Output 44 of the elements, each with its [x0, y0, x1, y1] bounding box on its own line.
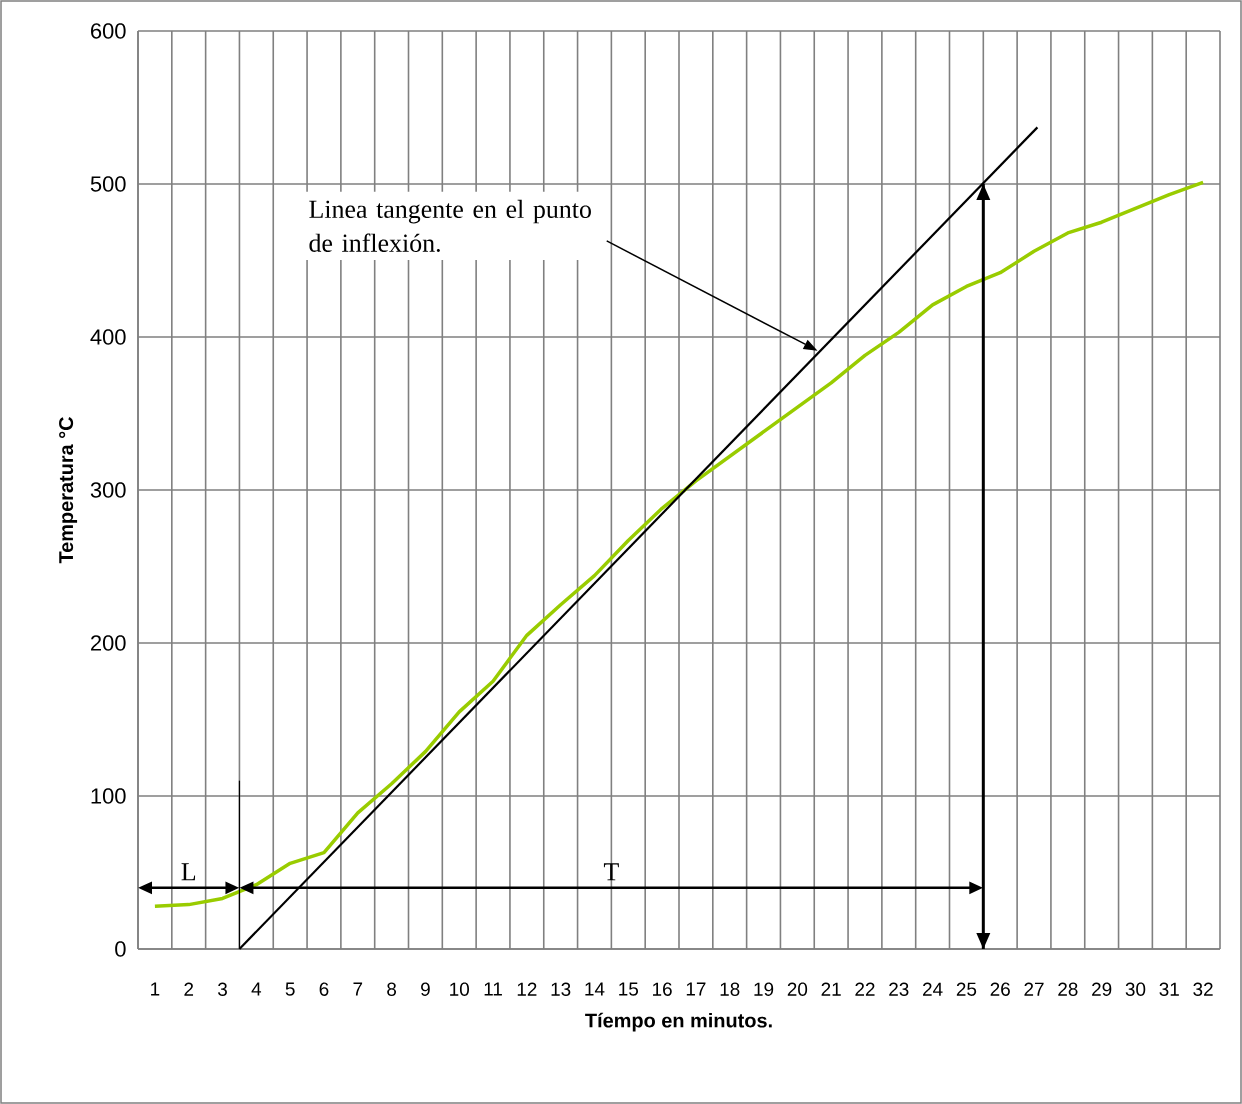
- x-tick-label: 25: [956, 982, 977, 996]
- x-tick-label: 9: [421, 982, 430, 996]
- x-tick-label: 22: [855, 982, 875, 996]
- x-tick-label: 11: [484, 982, 502, 996]
- y-tick-label: 600: [91, 23, 126, 39]
- x-tick-label: 19: [754, 982, 774, 996]
- y-tick-label: 300: [90, 482, 126, 498]
- x-tick-label: 8: [387, 982, 397, 996]
- x-tick-label: 14: [585, 982, 605, 996]
- x-tick-label: 10: [450, 982, 469, 996]
- x-tick-label: 7: [353, 982, 363, 996]
- x-tick-label: 3: [217, 982, 227, 996]
- x-tick-label: 1: [151, 982, 160, 996]
- x-tick-label: 18: [720, 982, 740, 996]
- annotation: Linea tangente en el punto de inflexión.: [309, 199, 591, 253]
- annotation: L: [181, 863, 196, 881]
- x-tick-label: 12: [517, 982, 537, 996]
- x-tick-label: 23: [889, 982, 909, 996]
- x-tick-label: 29: [1092, 982, 1112, 996]
- x-tick-label: 20: [787, 982, 808, 996]
- y-tick-label: 100: [91, 788, 126, 804]
- x-tick-label: 13: [551, 982, 571, 996]
- x-tick-label: 27: [1024, 982, 1044, 996]
- x-tick-label: 15: [619, 982, 639, 996]
- x-tick-label: 24: [923, 982, 943, 996]
- x-tick-label: 26: [990, 982, 1010, 996]
- x-tick-label: 31: [1159, 982, 1179, 996]
- y-tick-label: 400: [90, 329, 126, 345]
- y-tick-label: 0: [115, 941, 126, 957]
- y-tick-label: 500: [90, 176, 126, 192]
- x-tick-label: 16: [653, 982, 672, 996]
- x-tick-label: 2: [184, 982, 194, 996]
- x-tick-label: 5: [285, 982, 295, 996]
- annotation: T: [603, 863, 619, 881]
- x-tick-label: 30: [1125, 982, 1146, 996]
- x-tick-label: 28: [1058, 982, 1078, 996]
- y-tick-label: 200: [91, 635, 126, 651]
- x-axis-title: Tíempo en minutos.: [585, 1012, 772, 1032]
- x-tick-label: 4: [251, 982, 262, 996]
- y-axis-title: Temperatura °C: [59, 416, 78, 564]
- x-tick-label: 6: [319, 982, 329, 996]
- x-tick-label: 32: [1193, 982, 1213, 996]
- x-tick-label: 17: [686, 982, 706, 996]
- x-tick-label: 21: [821, 982, 841, 996]
